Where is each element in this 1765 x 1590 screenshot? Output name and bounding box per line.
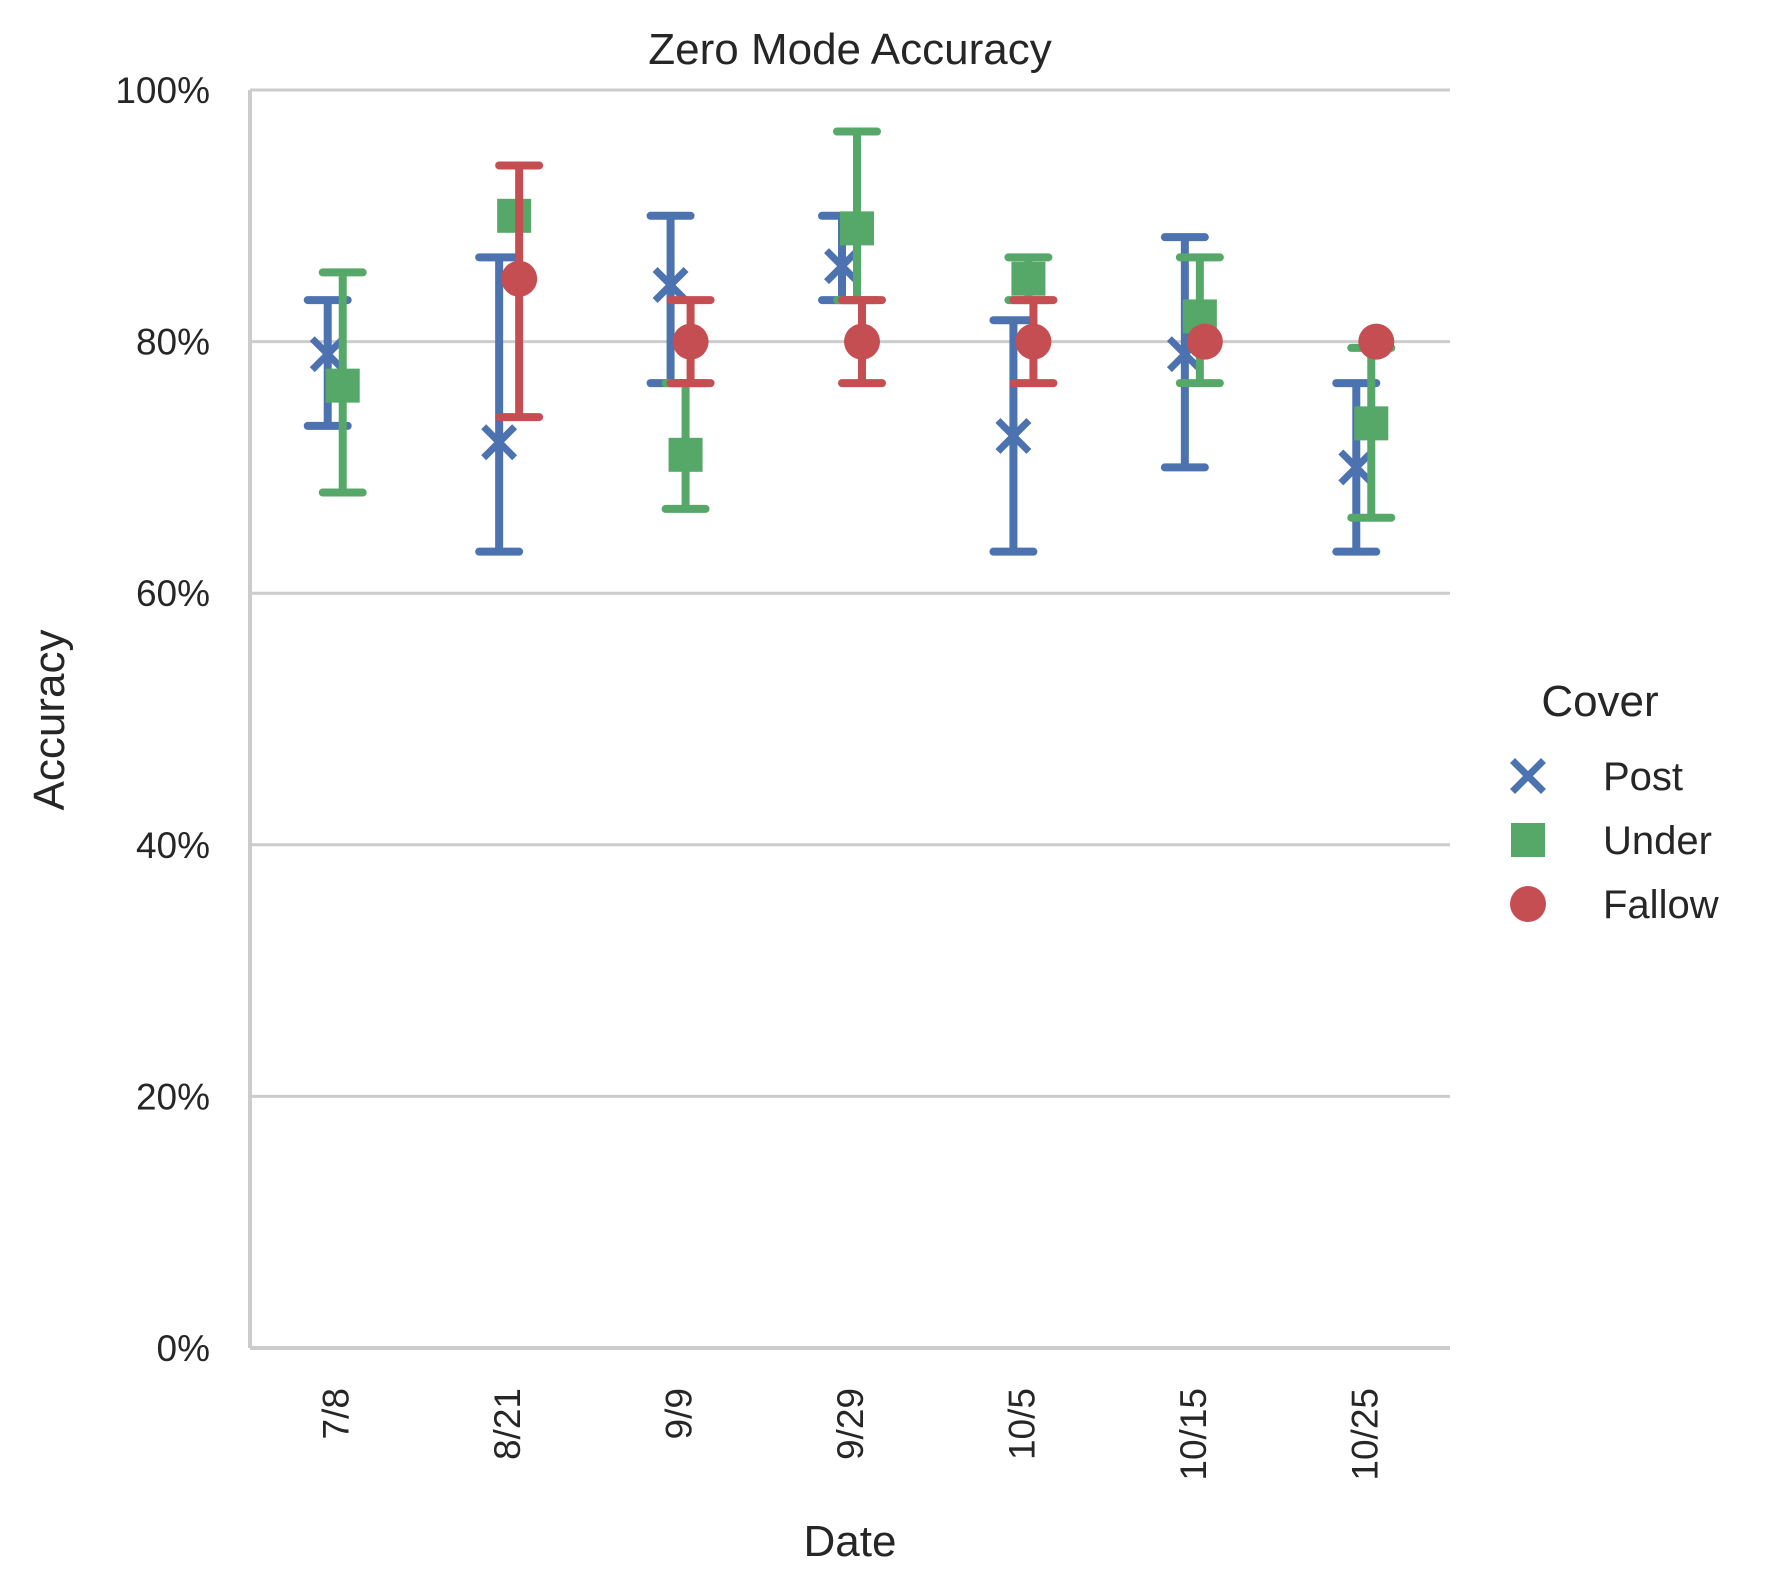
point-under [1354,406,1389,441]
legend-marker-fallow [1510,886,1546,922]
y-axis-label: Accuracy [25,630,74,811]
legend: Cover Post Under Fallow [1510,677,1719,927]
legend-items: Post Under Fallow [1510,755,1719,927]
point-under [668,437,703,472]
x-tick-label: 10/25 [1344,1388,1385,1481]
legend-item-under: Under [1511,819,1712,863]
series-fallow [495,161,1395,422]
legend-marker-under [1511,823,1545,857]
point-fallow [1015,323,1052,360]
point-under [325,368,360,403]
x-tick-label: 10/15 [1173,1388,1214,1481]
x-axis-label: Date [804,1517,897,1566]
y-tick-label: 20% [136,1076,210,1117]
point-fallow [501,260,538,297]
x-tick-label: 9/29 [830,1388,871,1460]
point-post [309,336,346,373]
point-fallow [844,323,880,360]
point-fallow [672,323,709,360]
legend-label: Under [1603,819,1712,863]
point-post [481,424,518,461]
chart-title: Zero Mode Accuracy [648,25,1052,74]
legend-title: Cover [1541,677,1658,726]
y-tick-label: 40% [136,825,210,866]
grid-layer [250,88,1450,1098]
legend-label: Post [1603,755,1683,799]
series-under [318,127,1396,522]
point-under [840,211,874,246]
legend-item-post: Post [1510,755,1683,799]
legend-item-fallow: Fallow [1510,883,1719,927]
x-tick-label: 8/21 [487,1388,528,1460]
axes-layer: 0% 20% 40% 60% 80% 100% 7/8 8/21 9/9 9/29 10/5 10/1… [115,70,1450,1481]
point-post [652,267,689,303]
point-post [824,248,860,285]
y-tick-label: 60% [136,573,210,614]
point-fallow [1186,323,1223,360]
x-tick-label: 10/5 [1001,1388,1042,1460]
point-post [995,418,1032,454]
y-tick-label: 0% [157,1328,210,1369]
y-tick-label: 80% [136,322,210,363]
x-tick-label: 9/9 [659,1388,700,1439]
legend-label: Fallow [1603,883,1719,927]
x-tick-label: 7/8 [316,1388,357,1439]
error-bar-post [475,253,524,556]
point-under [497,198,532,233]
point-under [1011,261,1046,296]
legend-marker-post [1510,758,1546,794]
y-tick-label: 100% [115,70,210,111]
point-fallow [1358,323,1395,360]
marks-layer [303,127,1396,556]
point-post [1338,449,1375,486]
